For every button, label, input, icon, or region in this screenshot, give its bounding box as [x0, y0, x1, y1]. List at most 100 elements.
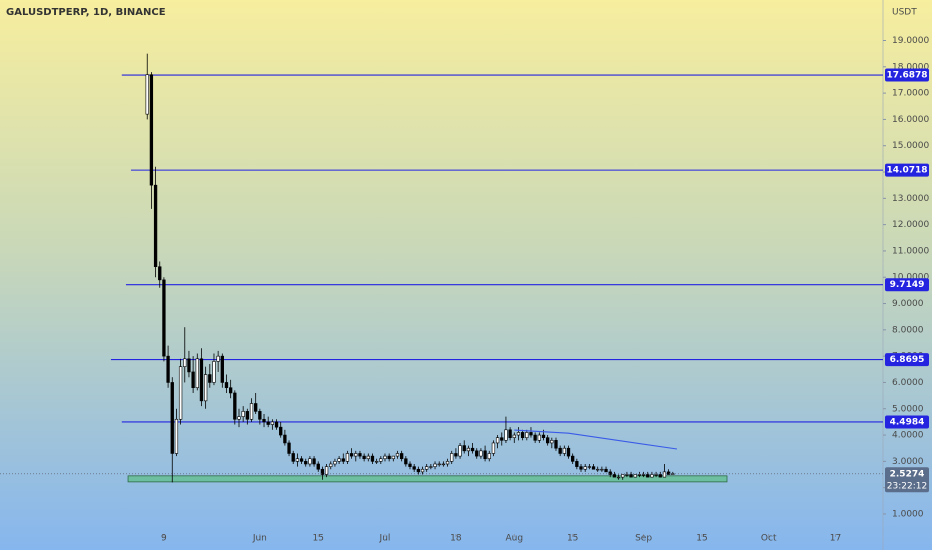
candle-body: [466, 447, 471, 452]
y-tick-label: 9.0000: [892, 299, 924, 309]
candle-body: [550, 440, 554, 444]
candle-body: [479, 450, 483, 457]
candle-body: [566, 447, 571, 457]
candle-body: [545, 437, 550, 444]
candle-body: [149, 74, 154, 186]
candle-body: [229, 387, 233, 394]
candle-body: [291, 453, 295, 462]
candle-body: [433, 463, 437, 467]
candle-body: [354, 453, 358, 457]
candle-body: [658, 474, 662, 478]
candle-body: [537, 434, 541, 441]
candle-body: [258, 411, 262, 420]
candle-body: [262, 418, 266, 423]
level-label-bg: [885, 68, 929, 82]
x-tick-label: 9: [161, 534, 167, 544]
support-zone: [127, 475, 728, 483]
y-tick-label: 5.0000: [892, 404, 924, 414]
candle-body: [621, 474, 625, 478]
candle-body: [495, 437, 500, 444]
countdown: 23:22:12: [887, 481, 927, 491]
x-tick-label: 15: [696, 534, 707, 544]
candle-body: [333, 461, 337, 465]
candle-body: [608, 471, 612, 475]
candle-body: [345, 453, 350, 462]
candle-body: [637, 474, 642, 476]
candle-body: [470, 447, 475, 452]
candle-body: [316, 463, 320, 470]
candle-body: [604, 468, 608, 473]
candle-body: [554, 440, 558, 449]
candle-body: [341, 458, 345, 462]
candle-body: [462, 445, 466, 452]
candle-body: [178, 366, 183, 420]
candle-body: [270, 421, 275, 425]
y-tick-label: 13.0000: [892, 194, 929, 204]
candle-body: [500, 437, 504, 441]
level-label-bg: [885, 353, 929, 367]
candle-body: [558, 447, 562, 454]
x-tick-label: Jul: [379, 534, 391, 544]
candle-body: [529, 432, 533, 436]
level-label: 17.6878: [887, 71, 928, 81]
candle-body: [208, 374, 212, 383]
candle-body: [583, 466, 587, 470]
candle-body: [145, 74, 149, 115]
y-tick-label: 6.0000: [892, 378, 924, 388]
candle-body: [662, 471, 667, 478]
candle-body: [295, 458, 300, 462]
candle-body: [183, 358, 187, 367]
candle-body: [170, 382, 174, 454]
candle-body: [587, 466, 592, 468]
y-tick-label: 10.0000: [892, 273, 929, 283]
x-tick-label: 15: [567, 534, 578, 544]
candle-body: [166, 355, 170, 383]
candle-body: [425, 466, 429, 470]
y-tick-label: 8.0000: [892, 325, 924, 335]
candle-body: [641, 474, 646, 476]
candle-body: [404, 458, 408, 465]
y-tick-label: 19.0000: [892, 36, 929, 46]
x-tick-label: 18: [450, 534, 462, 544]
candle-body: [358, 453, 362, 457]
candle-body: [596, 468, 600, 471]
candle-body: [504, 429, 508, 441]
candle-body: [320, 468, 325, 475]
candle-body: [391, 455, 395, 460]
candle-body: [416, 468, 421, 473]
candle-body: [233, 392, 237, 420]
candle-body: [337, 458, 341, 462]
candle-body: [287, 442, 291, 454]
x-tick-label: Oct: [761, 534, 777, 544]
y-tick-label: 4.0000: [892, 431, 924, 441]
candle-body: [191, 371, 195, 389]
level-label-bg: [885, 415, 929, 429]
candle-body: [283, 434, 287, 444]
y-tick-label: 1.0000: [892, 509, 924, 519]
axis-unit: USDT: [892, 8, 917, 18]
candle-body: [274, 421, 279, 428]
x-tick-label: Jun: [252, 534, 267, 544]
candle-body: [483, 450, 487, 460]
candle-body: [487, 453, 491, 460]
candle-body: [616, 476, 621, 479]
level-label: 4.4984: [890, 417, 925, 427]
candle-body: [512, 434, 516, 438]
candle-body: [308, 458, 312, 465]
y-tick-label: 3.0000: [892, 457, 924, 467]
candle-body: [379, 458, 383, 462]
candle-body: [612, 474, 617, 478]
candle-body: [237, 416, 241, 420]
candle-body: [254, 403, 258, 412]
candle-body: [245, 411, 249, 420]
candle-body: [366, 455, 370, 460]
candle-body: [579, 466, 583, 470]
candle-body: [646, 474, 650, 478]
candle-body: [241, 411, 245, 417]
candle-body: [153, 184, 158, 268]
candle-body: [370, 455, 375, 462]
candle-body: [516, 432, 521, 436]
level-label: 14.0718: [887, 166, 928, 176]
